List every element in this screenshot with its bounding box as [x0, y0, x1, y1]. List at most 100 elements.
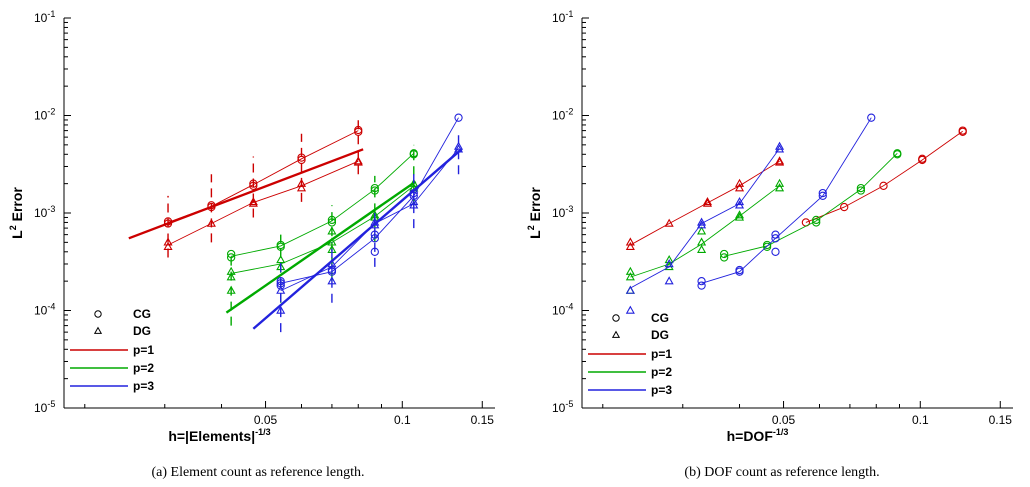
- legend-label: p=1: [651, 347, 672, 361]
- legend-label: p=1: [133, 343, 154, 357]
- series-p3: [625, 113, 876, 314]
- dg-point: [625, 285, 635, 294]
- legend-triangle-marker: [611, 330, 621, 338]
- y-tick-label: 10-1: [34, 9, 55, 25]
- figure-caption: (a) Element count as reference length.: [151, 465, 364, 480]
- cg-point: [812, 218, 821, 227]
- dg-point: [248, 198, 258, 207]
- cg-point: [771, 230, 780, 239]
- x-tick-label: 0.15: [989, 413, 1013, 427]
- dg-point: [734, 212, 745, 221]
- dg-point: [775, 178, 785, 187]
- cg-point: [812, 215, 821, 225]
- y-tick-label: 10-1: [552, 9, 573, 25]
- y-tick-label: 10-5: [34, 399, 55, 415]
- cg-point: [163, 217, 173, 226]
- cg-point: [735, 265, 744, 275]
- dg-point: [296, 178, 307, 187]
- dg-point: [276, 285, 286, 294]
- cg-point: [370, 230, 379, 239]
- dg-point: [775, 157, 785, 166]
- cg-point: [370, 186, 379, 195]
- cg-point: [409, 191, 418, 200]
- chart-panel-2: 10-1 10-2 10-3 10-4 10-5 0.05 0.1 0.15 h=DOF-1/3…: [526, 9, 1013, 480]
- cg-point: [249, 181, 258, 190]
- cg-point: [354, 125, 363, 135]
- dg-point: [409, 178, 419, 187]
- x-tick-label: 0.1: [912, 413, 929, 427]
- x-tick-label: 0.05: [254, 413, 278, 427]
- legend: CG DG p=1 p=2 p=3: [70, 307, 154, 393]
- cg-point: [370, 183, 379, 193]
- dg-point: [625, 237, 635, 246]
- legend-label: DG: [133, 324, 151, 338]
- fit-line: [128, 148, 364, 240]
- dg-point: [226, 272, 236, 281]
- y-tick-exponent: -2: [565, 107, 573, 117]
- legend-circle-marker: [612, 314, 620, 322]
- cg-point: [818, 191, 827, 200]
- x-tick-label: 0.1: [394, 413, 411, 427]
- dg-point: [276, 255, 286, 264]
- dg-point: [296, 183, 307, 192]
- cg-curve-line: [805, 130, 963, 223]
- cg-curve-line: [280, 117, 459, 284]
- dg-point: [664, 259, 674, 268]
- legend-label: p=2: [133, 361, 154, 375]
- legend-label: DG: [651, 328, 669, 342]
- dg-point: [734, 196, 745, 206]
- cg-point: [370, 234, 379, 243]
- legend: CG DG p=1 p=2 p=3: [588, 311, 672, 397]
- dg-point: [697, 244, 707, 253]
- y-tick-label: 10-3: [34, 204, 55, 220]
- cg-point: [719, 253, 729, 262]
- cg-point: [207, 201, 216, 210]
- dg-point: [409, 196, 419, 206]
- y-tick-label: 10-2: [34, 107, 55, 123]
- cg-point: [818, 188, 827, 198]
- dg-point: [625, 305, 635, 314]
- cg-point: [771, 234, 780, 243]
- y-tick-label: 10-4: [34, 302, 55, 318]
- x-axis-label-exponent: -1/3: [773, 427, 789, 437]
- dg-point: [734, 183, 745, 192]
- y-tick-exponent: -5: [47, 399, 55, 409]
- legend-label: p=2: [651, 365, 672, 379]
- cg-point: [249, 179, 258, 188]
- dg-point: [664, 276, 674, 285]
- dg-point: [664, 218, 674, 227]
- dg-point: [697, 226, 707, 235]
- dg-point: [163, 241, 173, 251]
- series-p2: [225, 144, 419, 326]
- cg-point: [454, 113, 463, 122]
- y-tick-exponent: -4: [565, 302, 573, 312]
- dg-point: [276, 305, 286, 314]
- y-tick-exponent: -4: [47, 302, 55, 312]
- dg-point: [248, 196, 258, 206]
- series-p3: [252, 113, 464, 333]
- y-axis-label-rest: Error: [9, 187, 25, 226]
- y-tick-exponent: -1: [565, 9, 573, 19]
- y-tick-exponent: -1: [47, 9, 55, 19]
- y-axis-label-rest: Error: [527, 187, 543, 226]
- dg-point: [734, 210, 745, 219]
- x-tick-label: 0.05: [772, 413, 796, 427]
- y-axis-label-exponent: 2: [8, 225, 18, 230]
- dg-curve-line: [231, 185, 415, 274]
- dg-point: [625, 272, 635, 281]
- cg-point: [327, 267, 337, 276]
- figure-caption: (b) DOF count as reference length.: [684, 465, 879, 480]
- x-tick-label: 0.15: [471, 413, 495, 427]
- cg-curve-line: [167, 130, 359, 223]
- cg-point: [163, 219, 173, 228]
- legend-circle-marker: [94, 310, 102, 318]
- legend-triangle-marker: [93, 326, 103, 334]
- dg-point: [775, 141, 785, 150]
- x-axis-label-exponent: -1/3: [255, 427, 271, 437]
- dg-point: [327, 259, 337, 268]
- y-axis-label: L2 Error: [526, 187, 543, 239]
- cg-point: [867, 113, 876, 122]
- dg-point: [664, 255, 674, 264]
- dg-curve-line: [630, 160, 780, 246]
